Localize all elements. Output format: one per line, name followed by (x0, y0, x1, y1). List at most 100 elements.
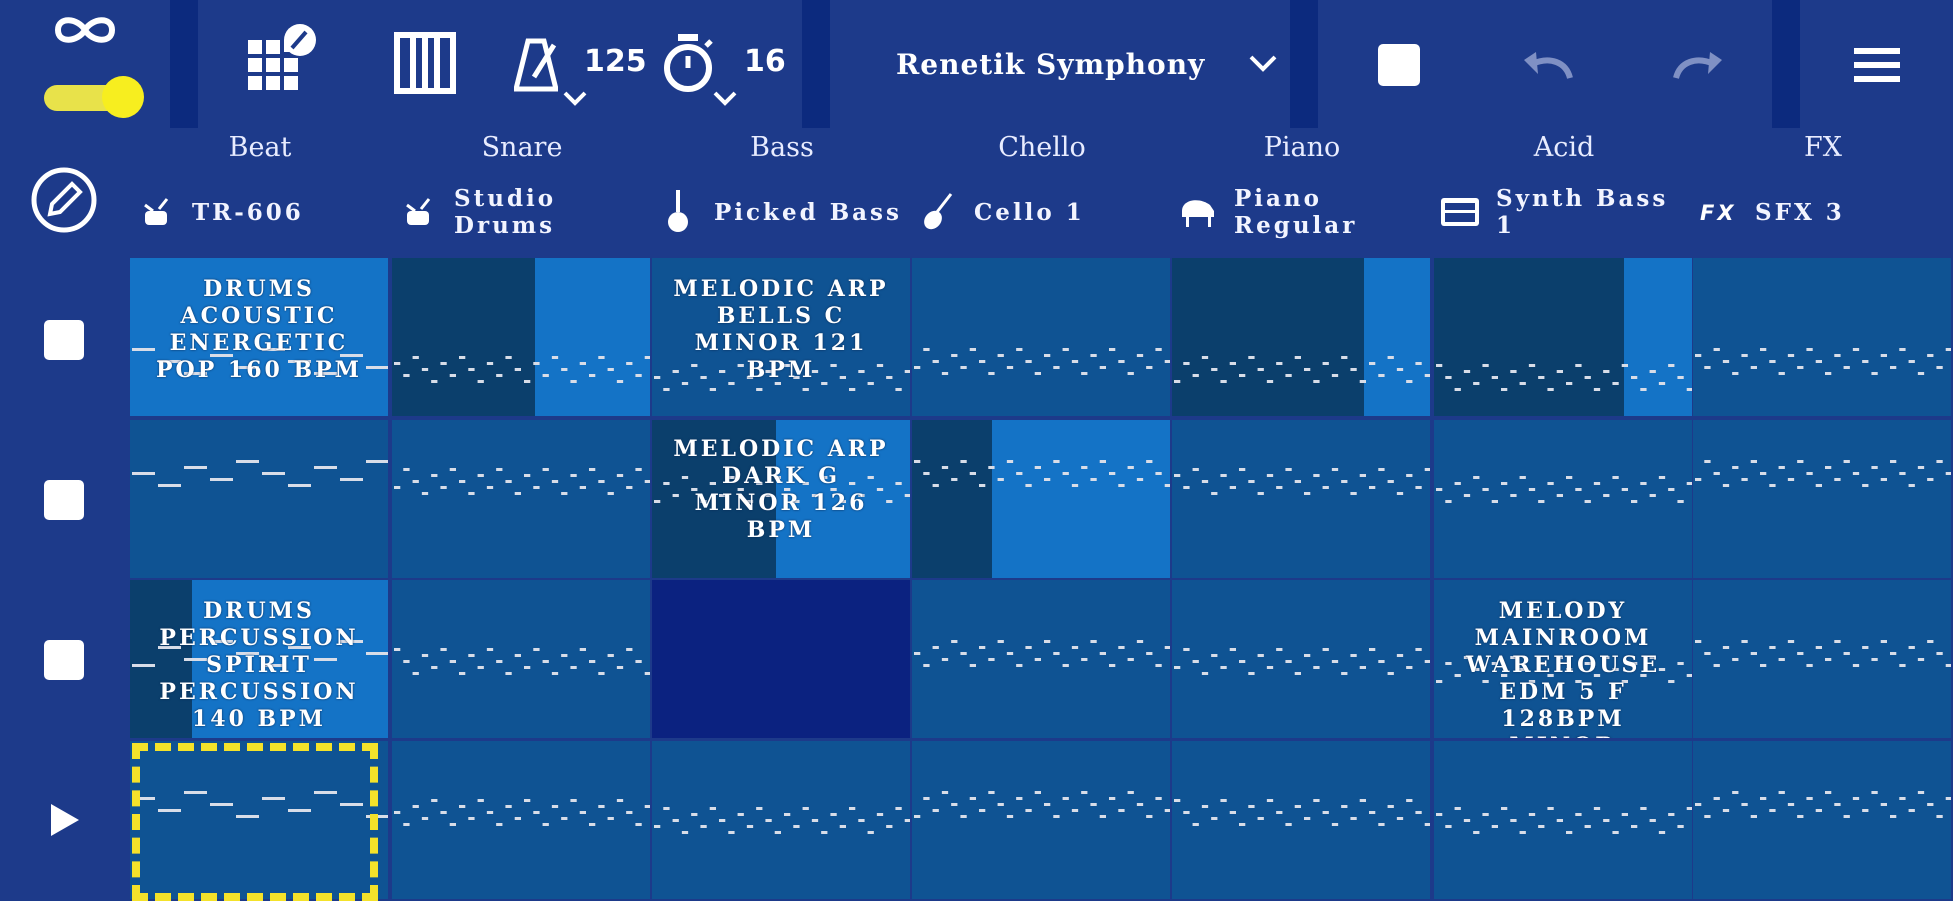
undo-icon[interactable] (1520, 48, 1576, 86)
instrument-selector[interactable]: Piano Regular (1172, 170, 1432, 254)
play-icon[interactable] (47, 802, 81, 838)
instrument-selector[interactable]: Studio Drums (392, 170, 652, 254)
note-pattern (1436, 656, 1692, 683)
instrument-label: Studio Drums (454, 185, 557, 239)
clip-cell[interactable] (1693, 258, 1951, 416)
song-selector[interactable]: Renetik Symphony (830, 0, 1288, 128)
note-pattern (1436, 476, 1692, 503)
clip-cell[interactable] (1693, 741, 1951, 899)
clip-cell[interactable]: MELODY MAINROOM WAREHOUSE EDM 5 F 128BPM… (1434, 580, 1692, 738)
redo-icon[interactable] (1670, 48, 1726, 86)
synth-icon (1434, 197, 1486, 227)
note-pattern (914, 460, 1170, 487)
clip-cell[interactable] (652, 741, 910, 899)
toggle-switch[interactable] (40, 76, 146, 118)
note-pattern (654, 476, 910, 503)
instrument-selector[interactable]: Synth Bass 1 (1434, 170, 1694, 254)
clip-cell[interactable] (392, 580, 650, 738)
chevron-down-icon[interactable] (712, 90, 738, 112)
note-pattern (132, 348, 388, 375)
note-pattern (394, 356, 650, 383)
note-pattern (1695, 791, 1951, 818)
instrument-label: TR-606 (192, 198, 304, 226)
stop-icon[interactable] (1378, 44, 1420, 86)
clip-cell[interactable] (1172, 420, 1430, 578)
selected-cell-frame[interactable] (132, 743, 378, 901)
clip-cell[interactable] (1434, 741, 1692, 899)
clip-cell[interactable] (130, 420, 388, 578)
violin-icon (912, 192, 964, 232)
timer-icon[interactable] (660, 30, 716, 96)
note-pattern (654, 364, 910, 391)
clip-cell[interactable] (1172, 258, 1430, 416)
checkbox[interactable] (44, 320, 84, 360)
note-pattern (132, 460, 388, 487)
clip-label: DRUMS ACOUSTIC ENERGETIC POP 160 BPM (156, 276, 362, 383)
note-pattern (1695, 348, 1951, 375)
edit-pencil-icon[interactable] (30, 166, 98, 238)
loop-icon[interactable] (48, 10, 122, 50)
clip-cell[interactable] (912, 258, 1170, 416)
clip-cell[interactable]: DRUMS PERCUSSION SPIRIT PERCUSSION 140 B… (130, 580, 388, 738)
track-name[interactable]: Acid (1533, 132, 1595, 163)
clip-cell[interactable] (912, 741, 1170, 899)
song-title: Renetik Symphony (896, 48, 1206, 81)
note-pattern (1174, 356, 1430, 383)
clip-cell[interactable]: DRUMS ACOUSTIC ENERGETIC POP 160 BPM (130, 258, 388, 416)
playing-region (1624, 258, 1692, 416)
metronome-icon[interactable] (512, 36, 560, 94)
menu-icon[interactable] (1854, 48, 1900, 86)
clip-cell[interactable] (912, 580, 1170, 738)
clip-cell[interactable] (1434, 420, 1692, 578)
piano-keys-icon[interactable] (392, 30, 458, 96)
chevron-down-icon[interactable] (562, 90, 588, 112)
grid-edit-icon[interactable] (244, 22, 320, 98)
track-name[interactable]: Piano (1263, 132, 1341, 163)
note-pattern (394, 468, 650, 495)
clip-cell[interactable] (1172, 580, 1430, 738)
tempo-value[interactable]: 125 (584, 44, 647, 79)
track-name[interactable]: Beat (228, 132, 292, 163)
note-pattern (1174, 468, 1430, 495)
clip-cell[interactable] (912, 420, 1170, 578)
instrument-selector[interactable]: Picked Bass (652, 170, 912, 254)
instrument-selector[interactable]: TR-606 (130, 170, 390, 254)
checkbox[interactable] (44, 640, 84, 680)
instrument-label: Cello 1 (974, 198, 1085, 226)
row-1-select[interactable] (0, 260, 128, 420)
clip-cell[interactable] (392, 741, 650, 899)
clip-label: MELODIC ARP DARK G MINOR 126 BPM (673, 436, 889, 543)
playing-region (1364, 258, 1430, 416)
track-name[interactable]: Snare (481, 132, 563, 163)
clip-cell[interactable]: MELODIC ARP DARK G MINOR 126 BPM (652, 420, 910, 578)
clip-cell[interactable] (652, 580, 910, 738)
clip-cell[interactable] (1693, 420, 1951, 578)
clip-cell[interactable] (1434, 258, 1692, 416)
instrument-selector[interactable]: FX SFX 3 (1693, 170, 1953, 254)
track-name[interactable]: FX (1804, 132, 1842, 163)
clip-label: MELODY MAINROOM WAREHOUSE EDM 5 F 128BPM… (1465, 598, 1661, 738)
clip-cell[interactable] (392, 258, 650, 416)
note-pattern (654, 807, 910, 834)
piano-icon (1172, 195, 1224, 229)
instrument-label: Picked Bass (714, 198, 902, 226)
track-name[interactable]: Bass (750, 132, 814, 163)
row-4-play[interactable] (0, 740, 128, 900)
chevron-down-icon (1248, 54, 1278, 78)
drum-icon (130, 197, 182, 227)
instrument-selector[interactable]: Cello 1 (912, 170, 1172, 254)
clip-cell[interactable] (130, 741, 388, 899)
track-name[interactable]: Chello (998, 132, 1086, 163)
row-2-select[interactable] (0, 420, 128, 580)
checkbox[interactable] (44, 480, 84, 520)
clip-cell[interactable]: MELODIC ARP BELLS C MINOR 121 BPM (652, 258, 910, 416)
clip-cell[interactable] (392, 420, 650, 578)
fx-icon: FX (1693, 201, 1745, 223)
row-3-select[interactable] (0, 580, 128, 740)
clip-cell[interactable] (1693, 580, 1951, 738)
clip-label: MELODIC ARP BELLS C MINOR 121 BPM (673, 276, 889, 383)
note-pattern (914, 348, 1170, 375)
bars-value[interactable]: 16 (744, 44, 786, 79)
drum-icon (392, 197, 444, 227)
clip-cell[interactable] (1172, 741, 1430, 899)
